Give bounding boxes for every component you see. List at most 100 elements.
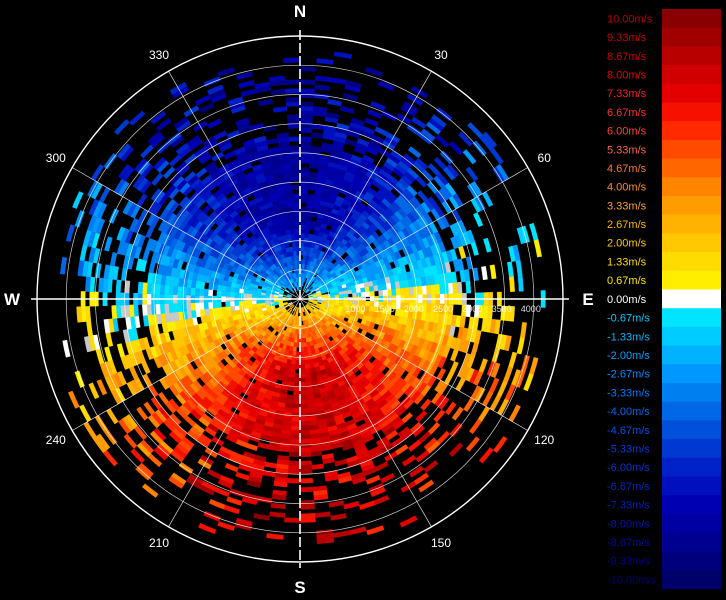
velocity-cell — [348, 526, 367, 536]
velocity-cell — [374, 461, 389, 472]
velocity-cell — [472, 140, 487, 157]
colorbar-swatch — [662, 420, 721, 440]
velocity-cell — [299, 101, 315, 107]
colorbar-swatch — [662, 196, 721, 216]
velocity-cell — [370, 101, 386, 112]
velocity-cell — [407, 439, 422, 452]
velocity-cell — [223, 504, 240, 515]
velocity-cell — [364, 67, 383, 77]
colorbar-swatch — [662, 83, 721, 103]
velocity-cell — [289, 224, 296, 230]
velocity-cell — [185, 286, 192, 296]
velocity-cell — [508, 306, 515, 322]
velocity-cell — [213, 130, 228, 141]
azimuth-labels: N E S W 30 60 120 150 210 240 300 330 — [4, 2, 594, 597]
velocity-cell — [288, 136, 301, 142]
colorbar-label: 8.00m/s — [607, 69, 647, 81]
velocity-cell — [299, 386, 307, 392]
velocity-colorbar: 10.00m/s 9.33m/s 8.67m/s 8.00m/s 7.33m/s 6.67… — [607, 9, 721, 590]
azimuth-spoke — [299, 298, 528, 431]
colorbar-swatch — [662, 476, 721, 496]
velocity-cell — [116, 226, 126, 242]
velocity-cell — [146, 282, 153, 295]
colorbar-label: -4.67m/s — [607, 425, 650, 437]
polar-grid — [31, 30, 569, 568]
velocity-cell — [229, 291, 235, 297]
velocity-cell — [394, 444, 409, 456]
velocity-cell — [207, 118, 222, 129]
velocity-cell — [306, 193, 315, 200]
velocity-cell — [203, 76, 221, 88]
velocity-cell — [413, 286, 419, 296]
velocity-cell — [104, 236, 113, 252]
colorbar-label: 2.00m/s — [607, 238, 647, 250]
velocity-cell — [426, 285, 432, 295]
velocity-cell — [426, 181, 439, 195]
velocity-cell — [347, 289, 353, 295]
velocity-cell — [293, 390, 301, 396]
velocity-cell — [370, 486, 386, 497]
velocity-cell — [407, 146, 422, 159]
velocity-cell — [186, 135, 201, 147]
velocity-cell — [190, 302, 196, 311]
velocity-cell — [168, 476, 185, 489]
velocity-cell — [467, 122, 483, 138]
velocity-cell — [299, 412, 309, 418]
velocity-cell — [364, 286, 370, 293]
velocity-cell — [289, 158, 301, 164]
velocity-cell — [481, 390, 494, 407]
velocity-cell — [503, 335, 512, 352]
colorbar-swatch — [662, 345, 721, 365]
velocity-cell — [299, 127, 313, 134]
degree-label: 60 — [538, 151, 552, 165]
velocity-cell — [229, 301, 235, 307]
colorbar-label: -8.67m/s — [607, 537, 650, 549]
velocity-cell — [116, 343, 126, 358]
colorbar-label: -0.67m/s — [607, 313, 650, 325]
velocity-cell — [299, 193, 308, 199]
velocity-cell — [220, 290, 227, 297]
velocity-cell — [98, 186, 111, 204]
velocity-cell — [529, 357, 539, 376]
velocity-cell — [303, 355, 309, 361]
velocity-cell — [508, 351, 518, 369]
velocity-cell — [289, 443, 301, 449]
velocity-cell — [111, 305, 118, 319]
velocity-cell — [159, 303, 166, 314]
cardinal-label-E: E — [582, 290, 593, 309]
velocity-cell — [293, 250, 298, 256]
velocity-cell — [178, 461, 194, 474]
velocity-cell — [299, 390, 307, 396]
velocity-cell — [330, 77, 347, 85]
velocity-cell — [426, 303, 432, 313]
velocity-cell — [74, 210, 85, 228]
velocity-cell — [226, 496, 243, 506]
velocity-cell — [288, 372, 296, 378]
velocity-cell — [299, 443, 311, 449]
azimuth-spoke — [72, 298, 301, 431]
colorbar-swatches — [662, 9, 721, 590]
velocity-cell — [103, 318, 111, 334]
velocity-cell — [299, 408, 309, 414]
velocity-cell — [88, 382, 100, 400]
velocity-cell — [415, 449, 430, 463]
velocity-cell — [292, 394, 301, 401]
degree-label: 120 — [534, 433, 554, 447]
velocity-cell — [150, 303, 157, 315]
velocity-cell — [247, 300, 253, 305]
cardinal-label-N: N — [294, 2, 306, 21]
velocity-cell — [299, 114, 314, 120]
velocity-cell — [294, 219, 301, 225]
velocity-cell — [115, 279, 122, 293]
colorbar-swatch — [662, 289, 721, 309]
velocity-cell — [290, 429, 301, 436]
velocity-cell — [68, 390, 80, 409]
colorbar-swatch — [662, 46, 721, 66]
velocity-cell — [299, 92, 315, 99]
velocity-cell — [299, 394, 308, 401]
velocity-cell — [421, 285, 428, 295]
colorbar-label: 1.33m/s — [607, 256, 647, 268]
velocity-cell — [382, 289, 388, 297]
velocity-cell — [270, 88, 286, 96]
velocity-cell — [316, 58, 334, 65]
